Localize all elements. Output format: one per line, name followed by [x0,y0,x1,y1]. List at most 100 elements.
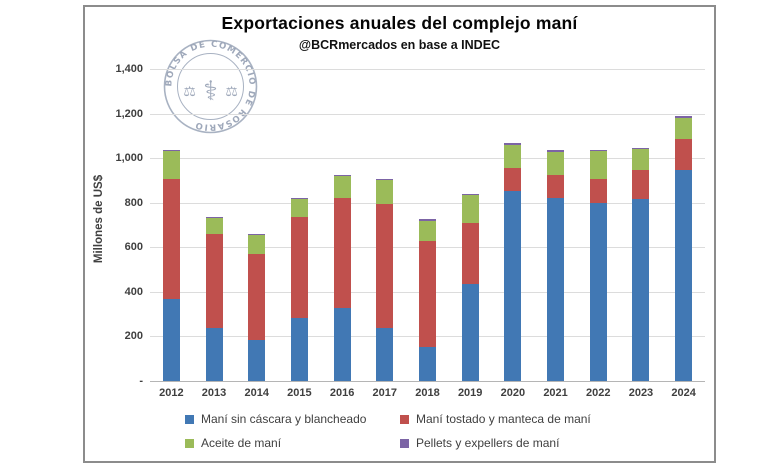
bar-segment [547,198,565,381]
bar-segment [461,222,479,285]
x-tick-label-2020: 2020 [500,387,526,399]
legend-item-1: Maní sin cáscara y blancheado [185,412,400,426]
bar-segment [376,179,394,181]
y-tick-label-0: - [139,375,143,387]
legend-item-2: Maní tostado y manteca de maní [400,412,591,426]
bar-segment [589,149,607,152]
x-tick-label-2018: 2018 [415,387,440,399]
bar-2022 [577,149,620,381]
bar-segment [248,254,266,340]
y-tick-label-400: 400 [124,285,143,298]
bar-segment [504,190,522,381]
bar-segment [461,193,479,195]
bar-segment [547,150,565,152]
x-tick-label-2015: 2015 [287,387,312,399]
y-tick-label-200: 200 [124,330,143,343]
bar-2020 [492,143,535,381]
bar-segment [376,203,394,328]
x-tick-label-2022: 2022 [586,387,611,399]
bar-segment [290,198,308,200]
bar-segment [333,307,351,381]
legend: Maní sin cáscara y blancheado Maní tostad… [185,412,591,450]
bcr-rosario-logo: BOLSA DE COMERCIO DE ROSARIO ⚖ ⚖ ⚕ [163,40,258,134]
bar-2015 [278,198,321,381]
bar-segment [675,170,693,381]
bar-2024 [662,116,705,381]
x-tick-label-2023: 2023 [628,387,654,399]
bar-segment [632,149,650,171]
x-tick-label-2021: 2021 [543,387,568,399]
gridline-800 [150,202,705,204]
y-tick-label-600: 600 [124,241,143,254]
legend-item-3: Aceite de maní [185,436,400,450]
bar-segment [290,217,308,318]
x-tick-label-2013: 2013 [201,387,227,399]
x-tick-label-2014: 2014 [244,387,269,399]
legend-label: Maní tostado y manteca de maní [416,412,591,426]
chart-title: Exportaciones anuales del complejo maní [221,13,578,33]
legend-label: Pellets y expellers de maní [416,436,560,450]
bar-segment [418,219,436,221]
seal-inner-ring [177,53,244,120]
bar-2023 [620,147,663,381]
caduceus-icon: ⚕ [203,76,218,107]
bar-segment [589,179,607,203]
legend-marker [400,414,409,424]
x-tick-label-2016: 2016 [329,387,355,399]
bar-segment [461,284,479,381]
bar-segment [632,170,650,200]
bar-segment [675,118,693,140]
bar-segment [205,327,223,381]
bar-segment [248,235,266,255]
legend-label: Maní sin cáscara y blancheado [201,412,367,426]
bar-2016 [321,174,364,381]
gridline-0 [150,381,705,382]
bar-segment [333,176,351,199]
x-axis: 2012 2013 2014 2015 2016 2017 2018 2019 2020 2021… [150,387,705,403]
bar-segment [333,198,351,308]
plot-area [150,69,705,382]
chart-subtitle: @BCRmercados en base a INDEC [298,38,501,52]
x-tick-label-2017: 2017 [372,387,398,399]
bar-segment [461,194,479,223]
bar-2012 [150,149,193,381]
legend-marker [185,438,194,448]
bar-segment [589,202,607,381]
y-tick-label-800: 800 [124,196,143,209]
bar-segment [162,151,180,180]
bar-segment [589,151,607,180]
bar-segment [504,143,522,145]
bar-segment [162,149,180,152]
bar-segment [504,168,522,191]
legend-label: Aceite de maní [201,436,282,450]
bar-segment [376,327,394,381]
bar-segment [418,220,436,241]
bar-segment [675,139,693,171]
bar-2014 [235,234,278,381]
legend-marker [400,438,409,448]
bar-2018 [406,219,449,381]
bar-segment [632,147,650,150]
bar-segment [205,233,223,328]
gridline-1000 [150,158,705,160]
gridline-1200 [150,113,705,115]
bar-segment [504,144,522,169]
bar-segment [418,240,436,347]
gridline-1400 [150,69,705,70]
bar-segment [632,199,650,381]
bar-segment [162,179,180,299]
x-tick-label-2019: 2019 [457,387,483,399]
scales-icon: ⚖ [183,84,196,100]
bar-segment [547,174,565,199]
bar-segment [290,317,308,381]
legend-marker [185,414,194,424]
bar-2019 [449,193,492,381]
bar-segment [547,151,565,175]
y-tick-label-1200: 1,200 [115,107,143,120]
x-tick-label-2012: 2012 [159,387,184,399]
scales-icon: ⚖ [225,84,238,100]
bar-segment [205,218,223,234]
bar-segment [376,180,394,204]
bar-2013 [193,217,236,381]
